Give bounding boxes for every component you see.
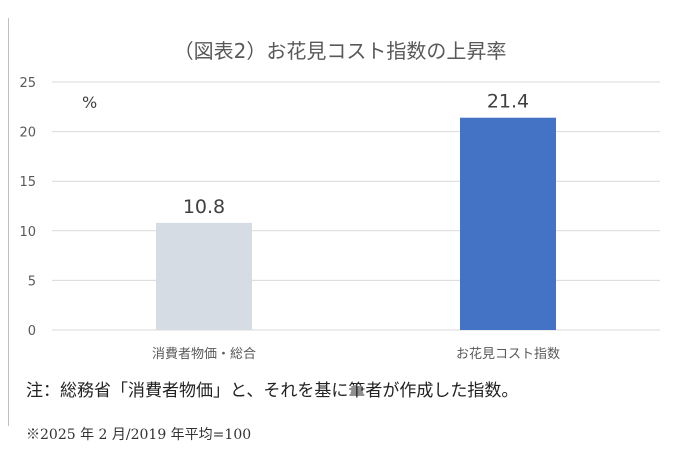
y-tick-label: 25 [19, 76, 36, 91]
base-year-footnote: ※2025 年 2 月/2019 年平均=100 [26, 427, 252, 443]
x-axis-categories: 消費者物価・総合 お花見コスト指数 [152, 346, 560, 362]
x-category-label: お花見コスト指数 [456, 346, 560, 362]
data-labels: 10.8 21.4 [183, 91, 529, 218]
frame-left-border [8, 18, 9, 426]
bars [156, 117, 556, 330]
y-tick-label: 5 [28, 274, 36, 289]
chart-title: （図表2）お花見コスト指数の上昇率 [174, 39, 507, 63]
y-axis-unit-label: % [82, 93, 97, 112]
y-tick-label: 10 [19, 225, 36, 240]
y-tick-label: 0 [28, 324, 36, 339]
data-label: 10.8 [183, 196, 225, 218]
y-tick-label: 15 [19, 175, 36, 190]
gridlines [52, 81, 660, 331]
bar [460, 117, 556, 330]
data-label: 21.4 [487, 91, 529, 113]
x-category-label: 消費者物価・総合 [152, 347, 256, 362]
bar [156, 222, 252, 330]
y-tick-label: 20 [19, 126, 36, 141]
y-axis-ticks: 0 5 10 15 20 25 [19, 76, 36, 339]
source-note: 注：総務省「消費者物価」と、それを基に筆者が作成した指数。 [26, 381, 519, 401]
